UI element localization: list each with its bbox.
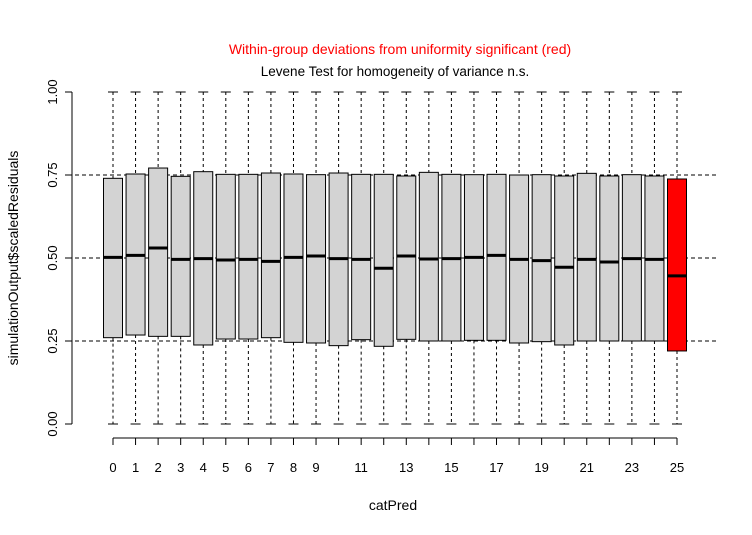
box-6 — [238, 91, 259, 425]
box-rect — [238, 173, 259, 340]
box-23 — [621, 91, 642, 425]
x-tick-label: 19 — [534, 460, 548, 475]
box-rect — [215, 173, 236, 340]
x-tick-label: 25 — [670, 460, 684, 475]
x-tick-label: 21 — [580, 460, 594, 475]
box-rect — [667, 178, 687, 352]
y-tick-label: 0.50 — [45, 245, 60, 270]
box-rect — [170, 175, 191, 337]
box-11 — [351, 91, 372, 425]
x-tick-label: 0 — [109, 460, 116, 475]
box-rect — [531, 174, 552, 343]
box-13 — [396, 91, 417, 425]
box-rect — [260, 172, 281, 339]
boxes-group — [103, 91, 687, 425]
box-20 — [554, 91, 575, 425]
box-rect — [554, 175, 575, 346]
x-tick-label: 4 — [200, 460, 207, 475]
box-14 — [418, 91, 439, 425]
box-9 — [306, 91, 327, 425]
box-rect — [396, 175, 417, 340]
x-tick-label: 8 — [290, 460, 297, 475]
box-25 — [667, 91, 687, 425]
box-15 — [441, 91, 462, 425]
box-rect — [373, 173, 394, 347]
y-tick-label: 0.75 — [45, 162, 60, 187]
box-1 — [125, 91, 146, 425]
box-24 — [644, 91, 665, 425]
chart-subtitle: Levene Test for homogeneity of variance … — [261, 64, 529, 79]
x-tick-label: 2 — [155, 460, 162, 475]
y-tick-label: 1.00 — [45, 79, 60, 104]
box-rect — [148, 167, 169, 337]
x-tick-label: 15 — [444, 460, 458, 475]
x-tick-label: 23 — [625, 460, 639, 475]
box-17 — [486, 91, 507, 425]
box-12 — [373, 91, 394, 425]
x-tick-label: 3 — [177, 460, 184, 475]
chart-title: Within-group deviations from uniformity … — [229, 41, 571, 57]
x-axis: 0 1 2 3 4 5 6 7 8 9 11 13 15 17 19 21 23 25 — [109, 437, 684, 475]
box-8 — [283, 91, 304, 425]
box-0 — [103, 91, 123, 425]
y-tick-label: 0.25 — [45, 328, 60, 353]
x-axis-label: catPred — [369, 497, 417, 513]
box-2 — [148, 91, 169, 425]
box-rect — [418, 171, 439, 342]
box-18 — [509, 91, 530, 425]
box-rect — [576, 172, 597, 342]
x-tick-label: 9 — [312, 460, 319, 475]
x-tick-label: 13 — [399, 460, 413, 475]
x-tick-label: 11 — [354, 460, 368, 475]
box-19 — [531, 91, 552, 425]
y-tick-label: 0.00 — [45, 411, 60, 436]
box-rect — [306, 174, 327, 344]
box-rect — [351, 173, 372, 341]
x-tick-label: 5 — [222, 460, 229, 475]
box-21 — [576, 91, 597, 425]
box-4 — [193, 91, 214, 425]
box-rect — [599, 175, 620, 342]
y-axis: 0.00 0.25 0.50 0.75 1.00 — [45, 79, 73, 437]
box-16 — [463, 91, 484, 425]
box-10 — [328, 91, 349, 425]
box-5 — [215, 91, 236, 425]
box-3 — [170, 91, 191, 425]
box-7 — [260, 91, 281, 425]
box-22 — [599, 91, 620, 425]
box-rect — [486, 173, 507, 341]
y-axis-label: simulationOutput$scaledResiduals — [5, 151, 21, 366]
x-tick-label: 7 — [267, 460, 274, 475]
x-tick-label: 17 — [489, 460, 503, 475]
x-tick-label: 6 — [245, 460, 252, 475]
x-tick-label: 1 — [132, 460, 139, 475]
